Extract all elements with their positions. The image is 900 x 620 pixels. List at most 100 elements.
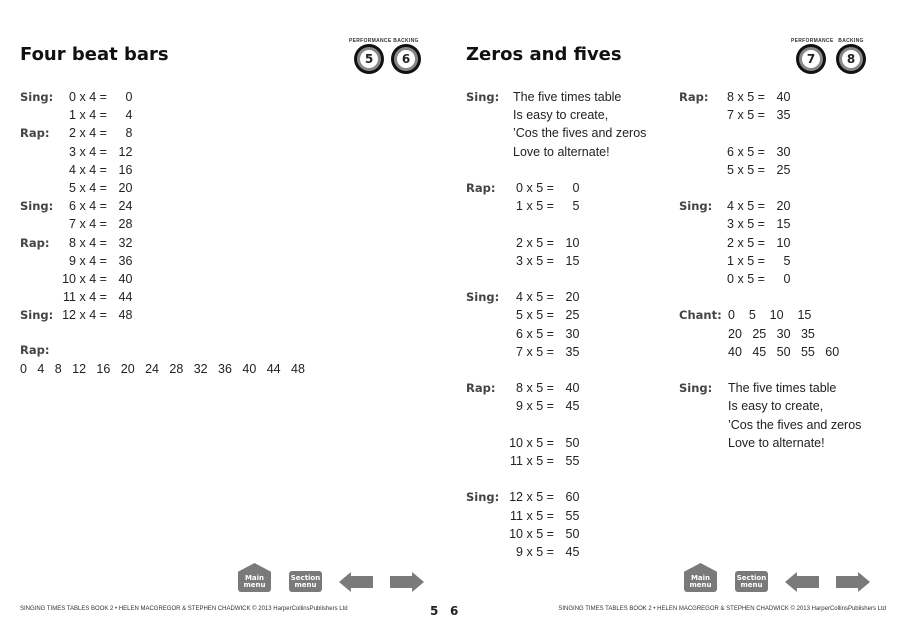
track-number: 5 xyxy=(360,50,378,68)
track-number: 7 xyxy=(802,50,820,68)
result: 28 xyxy=(118,217,133,232)
text-line: Love to alternate! xyxy=(513,144,610,159)
operator: x 4 = xyxy=(76,162,111,177)
equation: 4 x 5 = 20 xyxy=(505,289,579,305)
equation: 6 x 5 = 30 xyxy=(716,144,790,160)
operator: x 4 = xyxy=(76,272,111,286)
section-label: Rap: xyxy=(20,235,50,250)
operand: 10 xyxy=(509,526,523,541)
footer-credit: SINGING TIMES TABLES BOOK 2 • HELEN MACG… xyxy=(20,606,348,612)
equation: 2 x 5 = 10 xyxy=(716,235,790,251)
equation: 2 x 4 = 8 xyxy=(58,125,132,141)
operand: 5 xyxy=(727,162,734,177)
result: 20 xyxy=(565,290,580,305)
operator: x 5 = xyxy=(523,399,558,414)
badge-ring: 7 xyxy=(799,47,823,71)
operator: x 4 = xyxy=(76,181,111,195)
main-menu-button[interactable]: Main menu xyxy=(684,563,717,592)
arrow-left-icon[interactable] xyxy=(785,572,819,592)
track-performance-button[interactable]: 5 xyxy=(354,44,384,74)
operand: 3 xyxy=(69,144,76,159)
text-line: 0 5 10 15 xyxy=(728,308,812,323)
arrow-right-icon[interactable] xyxy=(836,572,870,592)
section-menu-button[interactable]: Section menu xyxy=(289,571,322,592)
result: 20 xyxy=(776,199,791,214)
operator: x 5 = xyxy=(523,381,558,396)
operand: 6 xyxy=(516,326,523,341)
equation: 1 x 5 = 5 xyxy=(716,253,790,269)
operator: x 5 = xyxy=(523,490,558,505)
arrow-right-icon[interactable] xyxy=(390,572,424,592)
arrow-left-icon[interactable] xyxy=(339,572,373,592)
track-backing-button[interactable]: 8 xyxy=(836,44,866,74)
track-number: 6 xyxy=(397,50,415,68)
result: 5 xyxy=(783,253,791,268)
equation: 8 x 5 = 40 xyxy=(505,380,579,396)
operand: 11 xyxy=(510,508,523,523)
operator: x 4 = xyxy=(76,126,111,141)
section-label: Sing: xyxy=(20,90,54,104)
equation: 11 x 5 = 55 xyxy=(505,508,579,524)
operator: x 5 = xyxy=(523,326,558,341)
equation: 5 x 4 = 20 xyxy=(58,180,132,196)
operand: 5 xyxy=(516,308,523,323)
result: 24 xyxy=(118,199,133,214)
text-line: The five times table xyxy=(513,90,622,104)
button-label: menu xyxy=(294,580,317,589)
result: 12 xyxy=(118,144,133,159)
operator: x 5 = xyxy=(523,308,558,323)
result: 15 xyxy=(565,253,580,268)
equation: 4 x 5 = 20 xyxy=(716,198,790,214)
operand: 3 xyxy=(516,253,523,268)
badge-ring: 8 xyxy=(839,47,863,71)
operand: 2 xyxy=(727,235,734,250)
page-number: 5 xyxy=(430,604,439,618)
operand: 0 xyxy=(727,272,734,286)
operand: 0 xyxy=(516,181,523,195)
operand: 2 xyxy=(516,235,523,250)
operator: x 5 = xyxy=(523,508,558,523)
result: 4 xyxy=(125,108,133,123)
operator: x 4 = xyxy=(76,217,111,232)
operator: x 5 = xyxy=(523,454,558,468)
operand: 11 xyxy=(63,290,76,305)
equation: 12 x 4 = 48 xyxy=(58,307,132,323)
operand: 7 xyxy=(69,217,76,232)
operator: x 5 = xyxy=(523,199,558,214)
equation: 1 x 4 = 4 xyxy=(58,107,132,123)
operand: 10 xyxy=(509,435,523,450)
badge-ring: 5 xyxy=(357,47,381,71)
track-performance-button[interactable]: 7 xyxy=(796,44,826,74)
operand: 9 xyxy=(69,253,76,268)
button-label: Main xyxy=(690,573,711,582)
operator: x 5 = xyxy=(523,545,558,559)
equation: 2 x 5 = 10 xyxy=(505,235,579,251)
operator: x 5 = xyxy=(734,235,769,250)
text-line: 40 45 50 55 60 xyxy=(728,344,840,359)
section-label: Sing: xyxy=(679,199,713,214)
result: 45 xyxy=(565,399,580,414)
result: 35 xyxy=(776,108,791,123)
section-menu-button[interactable]: Section menu xyxy=(735,571,768,592)
track-number: 8 xyxy=(842,50,860,68)
text-line: Love to alternate! xyxy=(728,435,825,450)
main-menu-button[interactable]: Main menu xyxy=(238,563,271,592)
result: 10 xyxy=(565,235,580,250)
result: 40 xyxy=(565,381,580,396)
operand: 3 xyxy=(727,217,734,232)
operand: 6 xyxy=(69,199,76,214)
badge-label: BACKING xyxy=(393,38,419,44)
track-backing-button[interactable]: 6 xyxy=(391,44,421,74)
operator: x 5 = xyxy=(523,435,558,450)
footer-credit: SINGING TIMES TABLES BOOK 2 • HELEN MACG… xyxy=(558,606,886,612)
equation: 7 x 5 = 35 xyxy=(505,344,579,360)
operator: x 5 = xyxy=(523,290,558,305)
badge-label: PERFORMANCE xyxy=(791,38,834,44)
result: 20 xyxy=(118,181,133,195)
badge-ring: 6 xyxy=(394,47,418,71)
operator: x 4 = xyxy=(76,144,111,159)
badge-label: PERFORMANCE xyxy=(349,38,392,44)
operand: 9 xyxy=(516,399,523,414)
equation: 11 x 4 = 44 xyxy=(58,289,132,305)
text-line: ’Cos the fives and zeros xyxy=(728,417,862,432)
